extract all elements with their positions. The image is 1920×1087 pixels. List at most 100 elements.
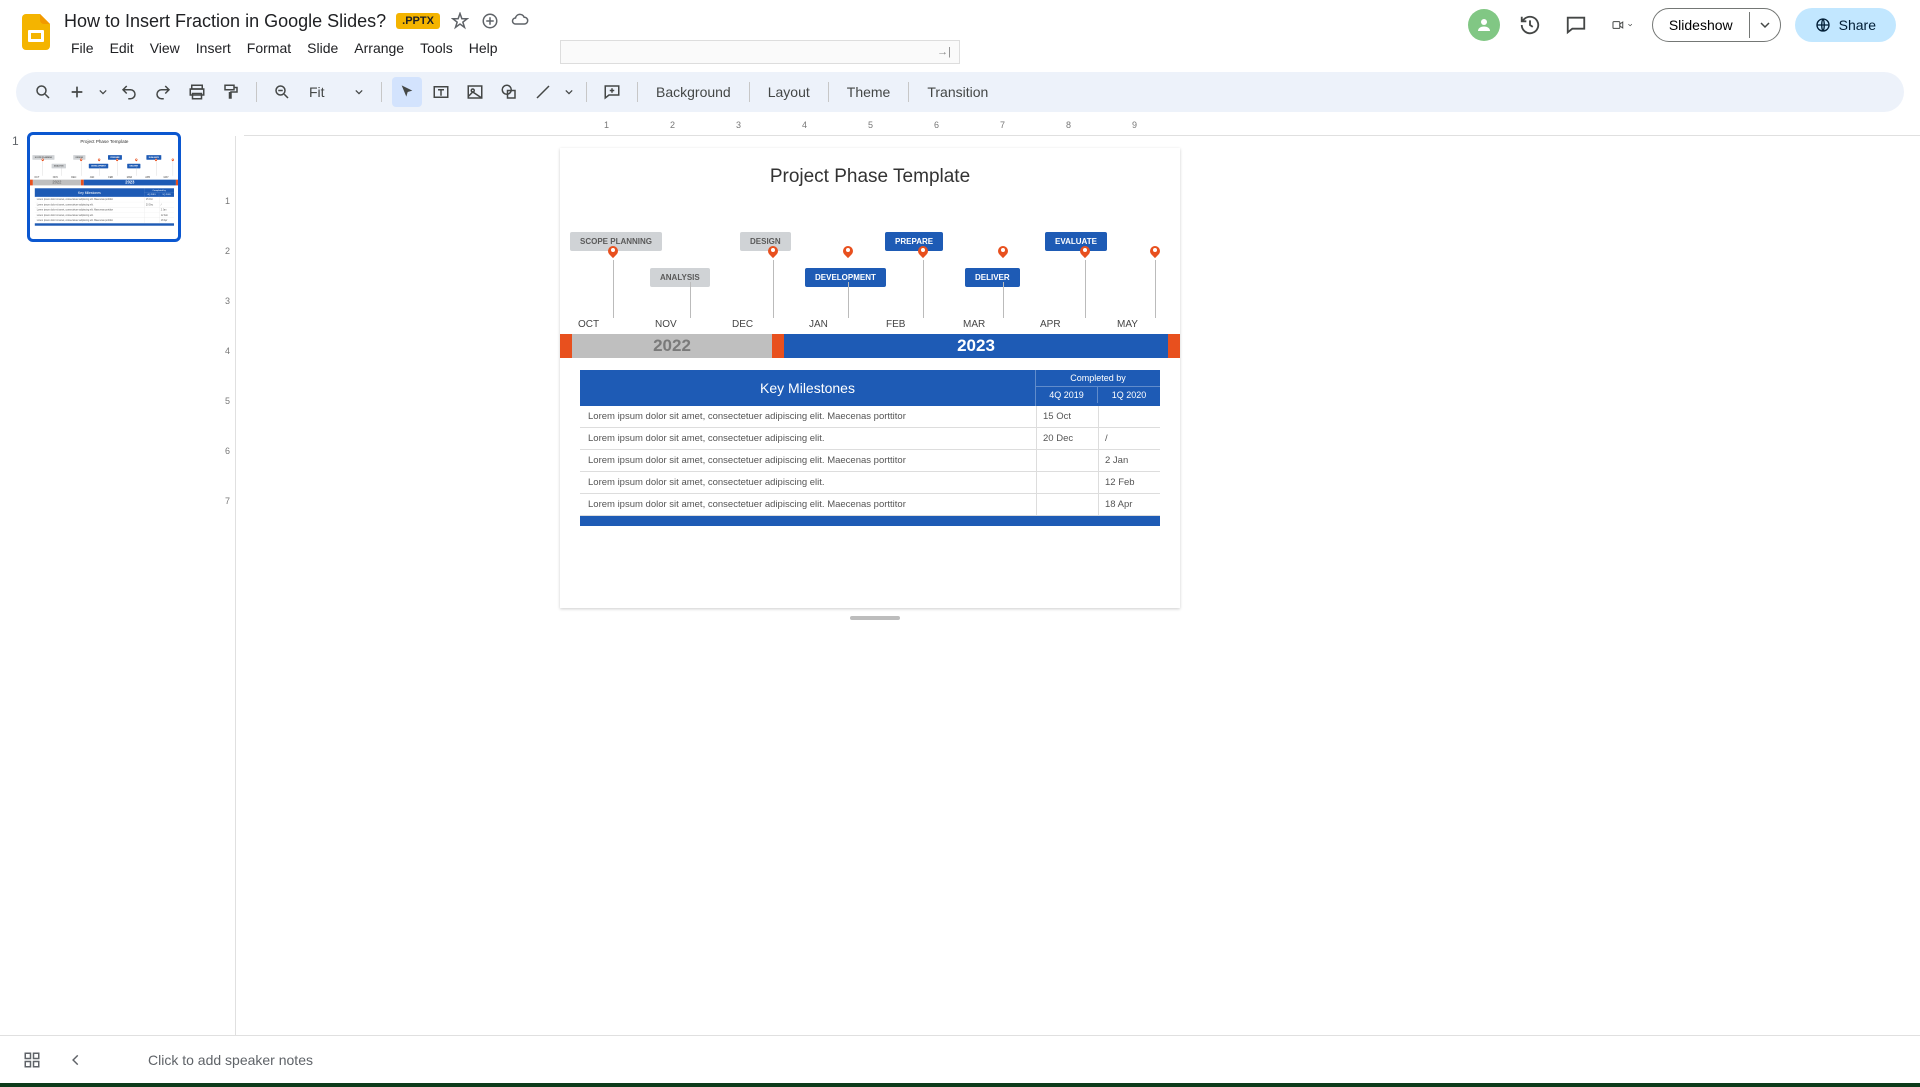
vertical-ruler: 1 2 3 4 5 6 7 bbox=[220, 136, 236, 1035]
resize-handle[interactable] bbox=[850, 616, 900, 620]
month-dec: DEC bbox=[67, 176, 85, 179]
line-dropdown[interactable] bbox=[562, 77, 576, 107]
menu-insert[interactable]: Insert bbox=[189, 36, 238, 60]
theme-button[interactable]: Theme bbox=[839, 80, 899, 104]
transition-button[interactable]: Transition bbox=[919, 80, 996, 104]
slide-title: Project Phase Template bbox=[560, 148, 1180, 198]
slideshow-button: Slideshow bbox=[1652, 8, 1781, 42]
menu-tools[interactable]: Tools bbox=[413, 36, 460, 60]
table-row: Lorem ipsum dolor sit amet, consectetuer… bbox=[580, 472, 1160, 494]
milestones-header: Key Milestones bbox=[580, 370, 1036, 406]
pin-icon bbox=[768, 246, 778, 260]
slideshow-dropdown[interactable] bbox=[1749, 12, 1780, 38]
phase-deliver: DELIVER bbox=[965, 268, 1020, 287]
month-apr: APR bbox=[141, 176, 159, 179]
panel-collapse-icon[interactable]: →| bbox=[937, 46, 951, 58]
table-row: Lorem ipsum dolor sit amet, consectetuer… bbox=[580, 406, 1160, 428]
menu-edit[interactable]: Edit bbox=[103, 36, 141, 60]
pin-icon bbox=[843, 246, 853, 260]
document-title[interactable]: How to Insert Fraction in Google Slides? bbox=[64, 11, 386, 32]
milestones-table: Key Milestones Completed by 4Q 2019 1Q 2… bbox=[34, 188, 173, 225]
col-4q2019: 4Q 2019 bbox=[144, 192, 159, 196]
menu-file[interactable]: File bbox=[64, 36, 101, 60]
menu-view[interactable]: View bbox=[143, 36, 187, 60]
month-apr: APR bbox=[1022, 319, 1099, 330]
history-icon[interactable] bbox=[1514, 9, 1546, 41]
year-2022: 2022 bbox=[33, 180, 81, 186]
grid-view-icon[interactable] bbox=[16, 1044, 48, 1076]
horizontal-ruler: 1 2 3 4 5 6 7 8 9 bbox=[244, 120, 1920, 136]
month-may: MAY bbox=[159, 176, 177, 179]
pin-icon bbox=[1150, 246, 1160, 260]
month-oct: OCT bbox=[560, 319, 637, 330]
comment-add-icon[interactable] bbox=[597, 77, 627, 107]
phase-analysis: ANALYSIS bbox=[51, 164, 65, 169]
share-button[interactable]: Share bbox=[1795, 8, 1896, 42]
speaker-notes-input[interactable]: Click to add speaker notes bbox=[132, 1042, 1904, 1078]
shape-icon[interactable] bbox=[494, 77, 524, 107]
month-nov: NOV bbox=[48, 176, 66, 179]
year-2023: 2023 bbox=[83, 180, 175, 186]
paint-format-icon[interactable] bbox=[216, 77, 246, 107]
collapse-filmstrip-icon[interactable] bbox=[60, 1044, 92, 1076]
layout-button[interactable]: Layout bbox=[760, 80, 818, 104]
avatar[interactable] bbox=[1468, 9, 1500, 41]
year-2022: 2022 bbox=[572, 334, 772, 358]
month-jan: JAN bbox=[85, 176, 103, 179]
select-tool-icon[interactable] bbox=[392, 77, 422, 107]
slide-thumbnail[interactable]: Project Phase Template SCOPE PLANNING AN… bbox=[27, 132, 181, 242]
phase-evaluate: EVALUATE bbox=[1045, 232, 1107, 251]
menu-help[interactable]: Help bbox=[462, 36, 505, 60]
background-button[interactable]: Background bbox=[648, 80, 739, 104]
comments-icon[interactable] bbox=[1560, 9, 1592, 41]
table-row: Lorem ipsum dolor sit amet, consectetuer… bbox=[580, 450, 1160, 472]
canvas-area: 1 2 3 4 5 6 7 8 9 1 2 3 4 5 6 7 Project … bbox=[220, 120, 1920, 1035]
month-feb: FEB bbox=[868, 319, 945, 330]
table-row: Lorem ipsum dolor sit amet, consectetuer… bbox=[34, 218, 173, 223]
month-mar: MAR bbox=[122, 176, 140, 179]
new-slide-dropdown[interactable] bbox=[96, 77, 110, 107]
pin-icon bbox=[135, 159, 137, 162]
month-feb: FEB bbox=[104, 176, 122, 179]
pin-icon bbox=[98, 159, 100, 162]
zoom-value: Fit bbox=[309, 84, 325, 100]
pptx-badge: .PPTX bbox=[396, 13, 440, 29]
month-may: MAY bbox=[1099, 319, 1176, 330]
main-area: 1 Project Phase Template SCOPE PLANNING … bbox=[0, 120, 1920, 1035]
textbox-icon[interactable] bbox=[426, 77, 456, 107]
zoom-icon[interactable] bbox=[267, 77, 297, 107]
toolbar: Fit Background Layout Theme Transition bbox=[16, 72, 1904, 112]
redo-icon[interactable] bbox=[148, 77, 178, 107]
zoom-select[interactable]: Fit bbox=[301, 80, 371, 104]
undo-icon[interactable] bbox=[114, 77, 144, 107]
line-icon[interactable] bbox=[528, 77, 558, 107]
image-icon[interactable] bbox=[460, 77, 490, 107]
year-2023: 2023 bbox=[784, 334, 1168, 358]
col-4q2019: 4Q 2019 bbox=[1036, 387, 1098, 403]
slide-number: 1 bbox=[12, 132, 19, 1023]
cloud-icon[interactable] bbox=[510, 11, 530, 31]
print-icon[interactable] bbox=[182, 77, 212, 107]
star-icon[interactable] bbox=[450, 11, 470, 31]
month-oct: OCT bbox=[30, 176, 48, 179]
new-slide-icon[interactable] bbox=[62, 77, 92, 107]
search-menus-icon[interactable] bbox=[28, 77, 58, 107]
menu-bar: File Edit View Insert Format Slide Arran… bbox=[64, 36, 530, 60]
video-call-button[interactable] bbox=[1606, 9, 1638, 41]
phase-deliver: DELIVER bbox=[127, 164, 140, 169]
pin-icon bbox=[1080, 246, 1090, 260]
slide-canvas[interactable]: Project Phase Template SCOPE PLANNING AN… bbox=[560, 148, 1180, 608]
month-jan: JAN bbox=[791, 319, 868, 330]
slides-logo[interactable] bbox=[16, 12, 56, 52]
share-label: Share bbox=[1839, 17, 1876, 33]
menu-slide[interactable]: Slide bbox=[300, 36, 345, 60]
title-bar: How to Insert Fraction in Google Slides?… bbox=[0, 0, 1920, 64]
menu-arrange[interactable]: Arrange bbox=[347, 36, 411, 60]
phase-design: DESIGN bbox=[740, 232, 791, 251]
speaker-notes-bar: Click to add speaker notes bbox=[0, 1035, 1920, 1083]
month-dec: DEC bbox=[714, 319, 791, 330]
bottom-border bbox=[0, 1083, 1920, 1087]
menu-format[interactable]: Format bbox=[240, 36, 298, 60]
slideshow-main[interactable]: Slideshow bbox=[1653, 9, 1749, 41]
move-icon[interactable] bbox=[480, 11, 500, 31]
